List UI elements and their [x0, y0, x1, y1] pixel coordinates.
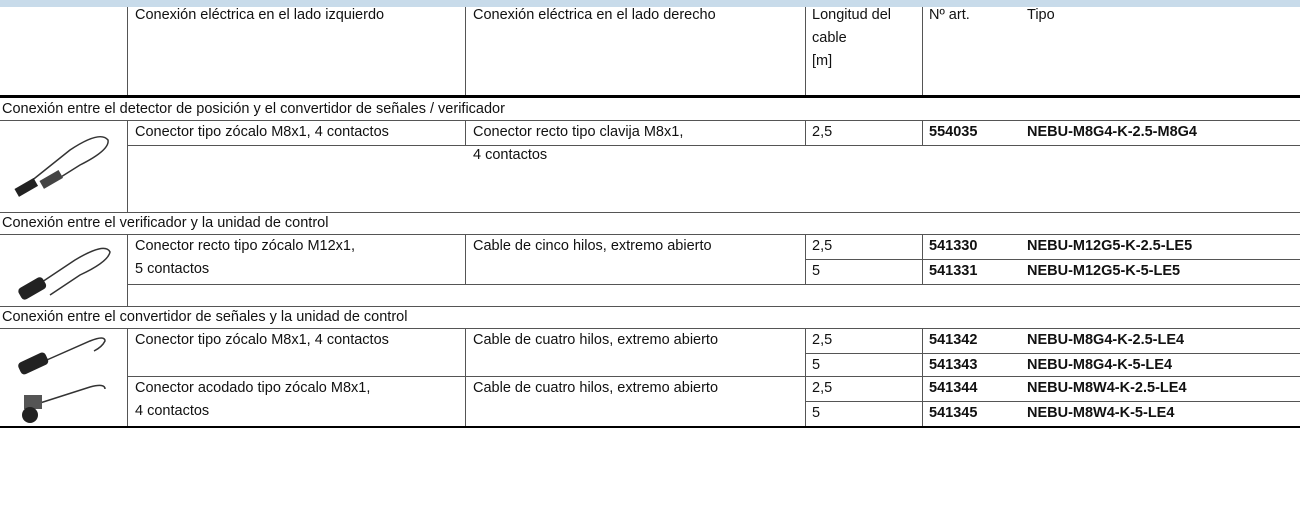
- article-number: 554035: [929, 124, 978, 140]
- rule: [805, 401, 1300, 402]
- rule: [805, 259, 1300, 260]
- rule: [127, 376, 1300, 377]
- rule: [805, 353, 1300, 354]
- cable-icon: [18, 247, 111, 300]
- rule: [805, 120, 806, 145]
- rule: [0, 328, 1300, 329]
- cable-icon: [22, 384, 106, 423]
- rule: [127, 145, 1300, 146]
- section-title: Conexión entre el verificador y la unida…: [2, 215, 329, 231]
- rule: [922, 328, 923, 376]
- rule: [805, 234, 806, 284]
- left-connection: Conector tipo zócalo M8x1, 4 contactos: [135, 332, 389, 348]
- right-connection: Cable de cuatro hilos, extremo abierto: [473, 332, 719, 348]
- cable-length: 5: [812, 405, 821, 421]
- rule: [127, 328, 128, 376]
- right-connection: 4 contactos: [473, 147, 548, 163]
- article-number: 541342: [929, 332, 978, 348]
- rule: [922, 376, 923, 426]
- type-code: NEBU-M12G5-K-5-LE5: [1027, 263, 1181, 279]
- rule: [127, 234, 128, 306]
- left-connection: 4 contactos: [135, 403, 210, 419]
- article-number: 541330: [929, 238, 978, 254]
- cable-length: 2,5: [812, 380, 833, 396]
- type-code: NEBU-M8W4-K-2.5-LE4: [1027, 380, 1187, 396]
- type-code: NEBU-M8G4-K-2.5-M8G4: [1027, 124, 1197, 140]
- rule: [805, 328, 806, 376]
- section-title: Conexión entre el detector de posición y…: [2, 101, 505, 117]
- rule: [922, 7, 923, 95]
- rule: [465, 376, 466, 426]
- rule: [805, 7, 806, 95]
- rule: [127, 7, 128, 95]
- rule: [0, 212, 1300, 213]
- rule: [127, 120, 128, 212]
- right-connection: Conector recto tipo clavija M8x1,: [473, 124, 684, 140]
- rule: [805, 376, 806, 426]
- right-connection: Cable de cuatro hilos, extremo abierto: [473, 380, 719, 396]
- header-cell: Conexión eléctrica en el lado izquierdo: [135, 7, 385, 23]
- header-cell: Longitud del: [812, 7, 892, 23]
- left-connection: Conector acodado tipo zócalo M8x1,: [135, 380, 371, 396]
- article-number: 541343: [929, 357, 978, 373]
- left-connection: 5 contactos: [135, 261, 210, 277]
- cable-length: 2,5: [812, 124, 833, 140]
- type-code: NEBU-M8W4-K-5-LE4: [1027, 405, 1175, 421]
- header-cell: [m]: [812, 53, 833, 69]
- cable-length: 5: [812, 357, 821, 373]
- header-cell: Conexión eléctrica en el lado derecho: [473, 7, 716, 23]
- rule: [0, 95, 1300, 98]
- header-cell: Nº art.: [929, 7, 970, 23]
- rule: [127, 376, 128, 426]
- rule: [0, 306, 1300, 307]
- top-band: [0, 0, 1300, 7]
- header-cell: cable: [812, 30, 847, 46]
- rule: [465, 120, 466, 145]
- cable-length: 2,5: [812, 332, 833, 348]
- type-code: NEBU-M12G5-K-2.5-LE5: [1027, 238, 1193, 254]
- rule: [922, 120, 923, 145]
- rule: [465, 328, 466, 376]
- cable-icon: [18, 337, 106, 375]
- left-connection: Conector recto tipo zócalo M12x1,: [135, 238, 356, 254]
- left-connection: Conector tipo zócalo M8x1, 4 contactos: [135, 124, 389, 140]
- rule: [0, 426, 1300, 428]
- right-connection: Cable de cinco hilos, extremo abierto: [473, 238, 712, 254]
- cable-length: 5: [812, 263, 821, 279]
- rule: [465, 7, 466, 95]
- cable-icon: [14, 135, 109, 197]
- rule: [127, 284, 1300, 285]
- article-number: 541344: [929, 380, 978, 396]
- rule: [922, 234, 923, 284]
- cable-length: 2,5: [812, 238, 833, 254]
- section-title: Conexión entre el convertidor de señales…: [2, 309, 408, 325]
- type-code: NEBU-M8G4-K-5-LE4: [1027, 357, 1173, 373]
- article-number: 541331: [929, 263, 978, 279]
- type-code: NEBU-M8G4-K-2.5-LE4: [1027, 332, 1185, 348]
- rule: [0, 234, 1300, 235]
- rule: [465, 234, 466, 284]
- header-cell: Tipo: [1027, 7, 1055, 23]
- article-number: 541345: [929, 405, 978, 421]
- rule: [0, 120, 1300, 121]
